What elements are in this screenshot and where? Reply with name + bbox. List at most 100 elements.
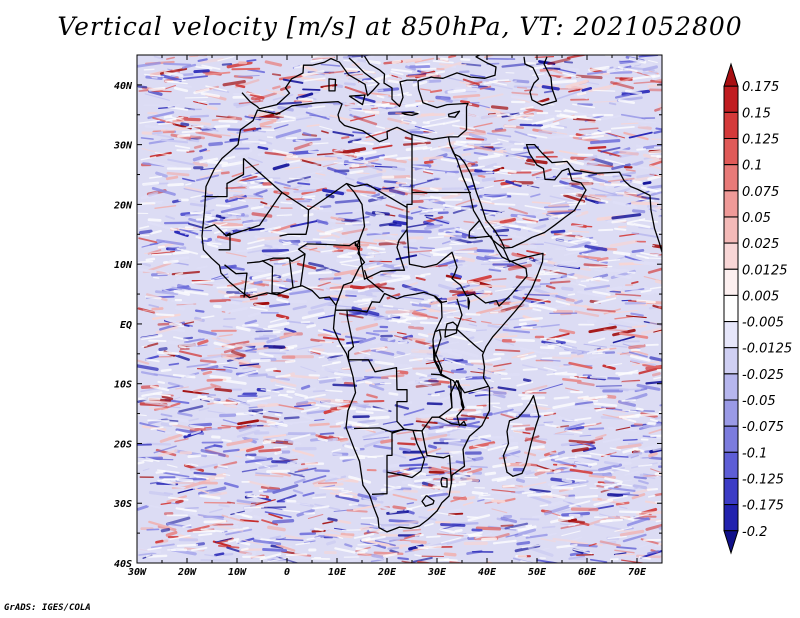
field-streak (190, 486, 208, 491)
field-streak (277, 293, 290, 299)
field-streak (334, 269, 359, 277)
field-streak (154, 152, 172, 156)
field-streak (424, 522, 434, 527)
field-streak (442, 119, 460, 125)
field-streak (418, 371, 442, 380)
field-streak (374, 211, 385, 216)
field-streak (490, 368, 506, 373)
field-streak (140, 334, 163, 340)
field-streak (615, 426, 631, 431)
field-streak (496, 144, 514, 152)
field-streak (424, 357, 440, 361)
field-streak (186, 150, 195, 153)
field-streak (225, 252, 247, 258)
field-streak (353, 150, 377, 157)
field-streak (365, 331, 380, 336)
lake-victoria (444, 321, 458, 338)
field-streak (170, 286, 185, 290)
field-streak (631, 249, 645, 254)
field-streak (322, 162, 340, 168)
field-streak (216, 286, 231, 289)
field-streak (577, 395, 589, 399)
field-streak (617, 400, 637, 407)
field-streak (230, 266, 245, 271)
field-streak (548, 203, 570, 208)
field-streak (374, 100, 390, 105)
colorbar-box (723, 164, 739, 192)
field-streak (550, 64, 561, 68)
field-streak (387, 364, 411, 368)
field-streak (245, 551, 257, 556)
country-border (224, 264, 248, 298)
field-streak (409, 130, 429, 135)
field-streak (415, 276, 426, 281)
field-streak (494, 287, 517, 292)
field-streak (199, 359, 217, 364)
field-streak (354, 95, 376, 103)
field-streak (512, 295, 535, 304)
country-border (286, 256, 294, 288)
field-streak (561, 530, 581, 537)
field-streak (540, 537, 556, 543)
field-streak (142, 181, 160, 186)
field-streak (639, 198, 655, 202)
field-streak (568, 361, 593, 370)
field-streak (443, 309, 463, 315)
field-streak (277, 404, 304, 410)
field-streak (614, 527, 632, 532)
field-streak (583, 155, 598, 162)
field-streak (390, 274, 410, 278)
field-streak (225, 528, 253, 536)
sardinia (328, 78, 337, 92)
field-streak (203, 215, 221, 221)
field-streak (396, 350, 406, 356)
field-streak (621, 380, 641, 384)
field-streak (491, 323, 509, 326)
field-streak (567, 293, 576, 296)
field-streak (200, 167, 215, 171)
field-streak (228, 212, 242, 216)
field-streak (338, 493, 353, 498)
field-streak (490, 141, 501, 146)
field-streak (537, 437, 548, 441)
field-streak (657, 56, 662, 59)
field-streak (251, 173, 262, 177)
field-streak (312, 505, 330, 510)
field-streak (264, 511, 292, 518)
field-streak (398, 187, 409, 191)
field-streak (576, 381, 595, 387)
field-streak (365, 164, 383, 172)
field-streak (581, 176, 593, 181)
field-streak (403, 139, 425, 143)
field-streak (576, 554, 594, 556)
field-streak (639, 473, 649, 477)
field-streak (178, 405, 204, 413)
field-streak (385, 239, 400, 245)
field-streak (308, 261, 324, 268)
field-streak (440, 96, 453, 103)
field-streak (564, 187, 575, 190)
field-streak (140, 156, 157, 161)
field-streak (151, 313, 181, 320)
field-streak (151, 250, 175, 255)
field-streak (226, 300, 240, 305)
field-streak (467, 184, 475, 189)
field-streak (294, 392, 309, 399)
field-streak (260, 506, 287, 509)
field-streak (327, 356, 338, 362)
field-streak (450, 235, 463, 241)
field-streak (227, 194, 245, 201)
field-streak (155, 470, 166, 474)
field-streak (304, 387, 317, 392)
field-streak (509, 317, 526, 321)
field-streak (487, 324, 510, 330)
field-streak (383, 157, 407, 164)
field-streak (418, 333, 429, 338)
field-streak (440, 158, 463, 164)
field-streak (271, 460, 291, 464)
field-streak (227, 538, 240, 543)
field-streak (604, 477, 623, 484)
field-streak (633, 423, 643, 426)
field-streak (188, 417, 199, 422)
field-streak (630, 359, 657, 367)
